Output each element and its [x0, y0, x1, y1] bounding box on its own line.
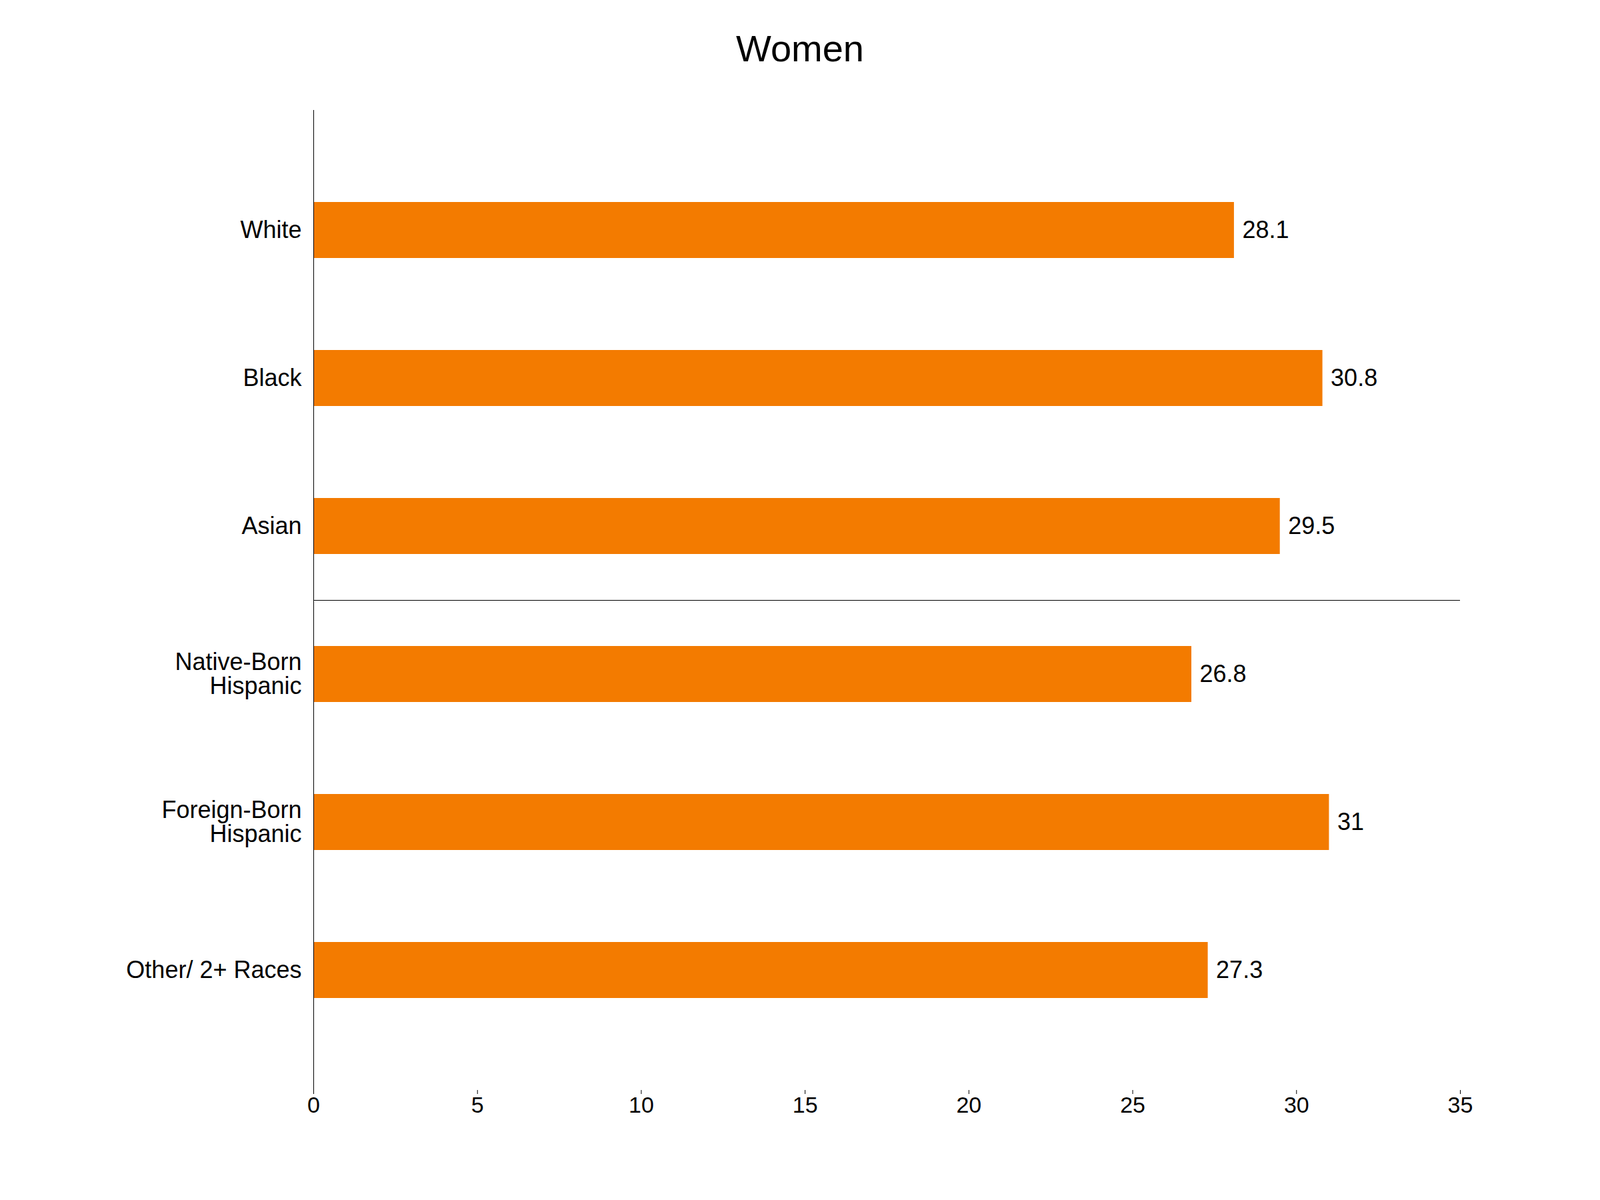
svg-text:10: 10: [628, 1092, 654, 1118]
svg-text:25: 25: [1120, 1092, 1146, 1118]
svg-text:0: 0: [307, 1092, 320, 1118]
svg-text:5: 5: [471, 1092, 484, 1118]
svg-text:27.3: 27.3: [1216, 956, 1263, 984]
svg-text:15: 15: [792, 1092, 818, 1118]
svg-text:35: 35: [1448, 1092, 1474, 1118]
svg-text:Foreign-BornHispanic: Foreign-BornHispanic: [161, 796, 302, 848]
svg-text:30: 30: [1284, 1092, 1310, 1118]
html-text:Women: Women: [736, 27, 864, 70]
svg-text:White: White: [240, 216, 302, 244]
svg-text:30.8: 30.8: [1330, 364, 1378, 392]
svg-text:31: 31: [1337, 808, 1364, 836]
svg-text:28.1: 28.1: [1242, 216, 1289, 244]
svg-text:20: 20: [956, 1092, 982, 1118]
svg-text:Black: Black: [242, 364, 302, 392]
svg-text:26.8: 26.8: [1200, 660, 1247, 688]
svg-text:29.5: 29.5: [1288, 512, 1335, 540]
svg-text:Other/ 2+ Races: Other/ 2+ Races: [126, 956, 302, 984]
svg-text:Native-BornHispanic: Native-BornHispanic: [174, 648, 302, 700]
svg-text:Asian: Asian: [241, 512, 302, 540]
